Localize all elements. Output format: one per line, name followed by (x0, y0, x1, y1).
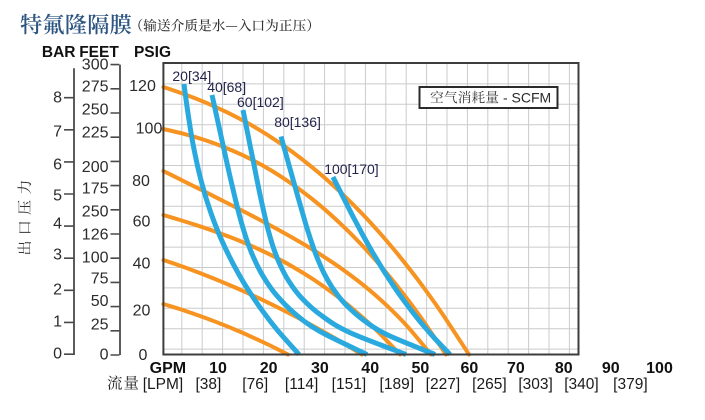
svg-text:0: 0 (139, 347, 148, 364)
svg-text:1: 1 (53, 314, 62, 331)
svg-text:PSIG: PSIG (134, 44, 171, 61)
svg-text:- SCFM: - SCFM (503, 89, 551, 105)
svg-text:[114]: [114] (285, 376, 318, 393)
svg-text:100: 100 (82, 250, 109, 267)
svg-text:[151]: [151] (332, 376, 366, 393)
svg-text:BAR: BAR (42, 44, 76, 61)
svg-text:[189]: [189] (380, 376, 414, 393)
svg-text:[76]: [76] (242, 376, 268, 393)
svg-text:40: 40 (361, 360, 379, 377)
svg-text:[379]: [379] (613, 376, 647, 393)
svg-text:30: 30 (311, 360, 329, 377)
svg-text:60[102]: 60[102] (237, 94, 284, 110)
svg-text:40: 40 (133, 256, 151, 273)
svg-text:175: 175 (82, 180, 109, 197)
svg-text:225: 225 (82, 125, 109, 142)
svg-text:200: 200 (82, 159, 109, 176)
svg-text:100[170]: 100[170] (324, 161, 379, 177)
svg-text:80: 80 (555, 360, 573, 377)
svg-text:[303]: [303] (518, 376, 552, 393)
svg-text:10: 10 (209, 360, 227, 377)
svg-text:100: 100 (136, 121, 163, 138)
svg-text:80[136]: 80[136] (274, 114, 321, 130)
svg-text:[227]: [227] (426, 376, 460, 393)
svg-text:100: 100 (646, 360, 673, 377)
svg-text:275: 275 (82, 78, 109, 95)
svg-text:FEET: FEET (79, 44, 119, 61)
svg-text:250: 250 (82, 102, 109, 119)
svg-text:60: 60 (461, 360, 479, 377)
svg-text:[38]: [38] (195, 376, 221, 393)
svg-text:0: 0 (100, 347, 109, 364)
svg-text:50: 50 (91, 293, 109, 310)
svg-text:126: 126 (82, 226, 109, 243)
svg-text:[340]: [340] (564, 376, 598, 393)
svg-text:5: 5 (53, 188, 62, 205)
svg-text:[LPM]: [LPM] (143, 376, 183, 393)
svg-text:2: 2 (53, 282, 62, 299)
svg-text:300: 300 (82, 57, 109, 74)
svg-text:20[34]: 20[34] (172, 68, 211, 84)
svg-text:120: 120 (129, 78, 156, 95)
svg-text:0: 0 (53, 346, 62, 363)
svg-text:6: 6 (53, 157, 62, 174)
svg-text:80: 80 (132, 173, 150, 190)
svg-text:8: 8 (53, 90, 62, 107)
svg-text:7: 7 (53, 124, 62, 141)
svg-text:250: 250 (82, 204, 109, 221)
svg-text:4: 4 (53, 216, 62, 233)
svg-text:25: 25 (91, 317, 109, 334)
svg-text:3: 3 (53, 247, 62, 264)
svg-text:50: 50 (412, 360, 430, 377)
svg-text:20: 20 (260, 360, 278, 377)
svg-text:70: 70 (507, 360, 525, 377)
svg-text:GPM: GPM (150, 360, 186, 377)
svg-text:90: 90 (602, 360, 620, 377)
svg-text:75: 75 (91, 271, 109, 288)
svg-text:20: 20 (133, 303, 151, 320)
svg-text:40[68]: 40[68] (207, 79, 246, 95)
svg-text:[265]: [265] (472, 376, 506, 393)
svg-text:60: 60 (133, 214, 151, 231)
